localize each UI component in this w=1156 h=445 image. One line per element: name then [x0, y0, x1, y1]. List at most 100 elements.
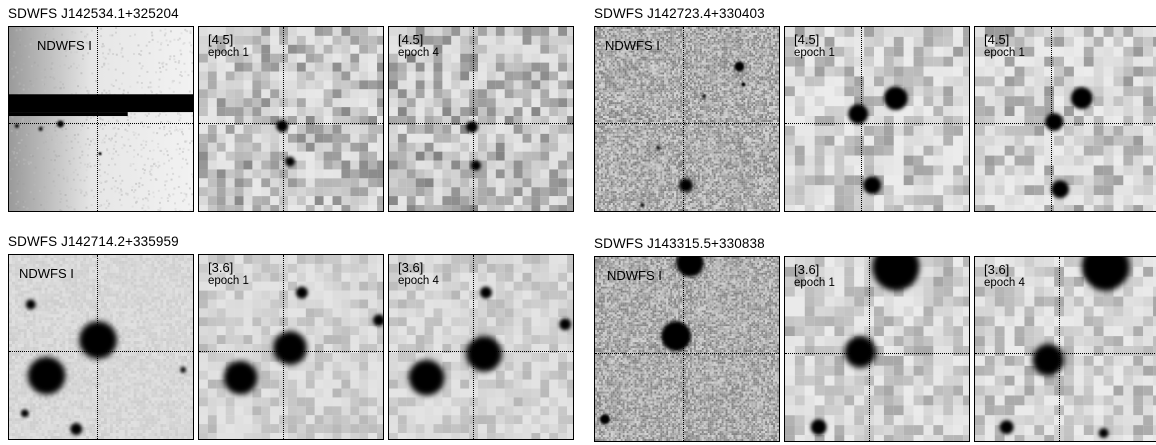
panel-label: [4.5] epoch 1 — [984, 32, 1025, 60]
bleed-trail — [9, 112, 128, 117]
noise-layer — [595, 27, 779, 211]
panel-label: NDWFS I — [37, 39, 92, 53]
source-blob — [38, 126, 43, 131]
cutout-image — [975, 27, 1156, 211]
source-blob — [56, 120, 64, 128]
source-blob — [70, 423, 83, 436]
source-blob — [471, 160, 481, 171]
band-label: [4.5] — [984, 32, 1009, 47]
cutout-image — [389, 255, 573, 439]
source-blob — [14, 123, 19, 128]
band-label: NDWFS I — [605, 38, 660, 53]
noise-layer — [595, 257, 779, 441]
cutout-panel-epoch-a: [4.5] epoch 1 — [198, 26, 384, 212]
source-blob — [480, 286, 492, 299]
source-blob — [810, 419, 827, 436]
source-blob — [79, 321, 117, 359]
source-blob — [273, 331, 307, 365]
source-blob — [27, 356, 66, 395]
band-label: [3.6] — [794, 262, 819, 277]
cutout-panel-epoch-a: [3.6] epoch 1 — [784, 256, 970, 442]
band-label: NDWFS I — [607, 268, 662, 283]
source-blob — [999, 420, 1014, 435]
pixel-layer — [199, 255, 383, 439]
panel-label: [3.6] epoch 4 — [984, 262, 1025, 290]
source-blob — [1098, 428, 1109, 439]
cutout-panel-epoch-b: [3.6] epoch 4 — [388, 254, 574, 440]
source-blob — [1045, 113, 1064, 131]
cutout-panel-optical: NDWFS I — [594, 256, 780, 442]
source-title: SDWFS J143315.5+330838 — [594, 236, 765, 251]
source-blob — [25, 299, 36, 310]
source-blob — [599, 414, 610, 425]
source-blob — [373, 314, 383, 327]
cutout-image — [9, 255, 193, 439]
source-title: SDWFS J142534.1+325204 — [8, 6, 179, 21]
source-blob — [1051, 180, 1069, 199]
panel-label: [4.5] epoch 4 — [398, 33, 439, 60]
panel-label: [3.6] epoch 1 — [794, 262, 835, 290]
band-label: [3.6] — [398, 260, 423, 275]
epoch-label: epoch 1 — [794, 47, 835, 59]
bleed-trail — [9, 94, 193, 113]
source-blob — [640, 203, 645, 208]
panel-label: NDWFS I — [607, 269, 662, 283]
source-blob — [679, 178, 693, 193]
source-blob — [466, 336, 502, 372]
source-blob — [180, 366, 187, 373]
source-blob — [872, 257, 920, 291]
cutout-panel-epoch-a: [3.6] epoch 1 — [198, 254, 384, 440]
source-blob — [863, 176, 881, 195]
cutout-image — [595, 257, 779, 441]
cutout-image — [9, 27, 193, 211]
source-blob — [466, 120, 479, 133]
epoch-label: epoch 4 — [984, 277, 1025, 289]
panel-label: [4.5] epoch 1 — [794, 32, 835, 60]
panel-label: [3.6] epoch 4 — [398, 260, 439, 288]
band-label: NDWFS I — [19, 266, 74, 281]
sky-background — [9, 27, 193, 211]
cutout-panel-epoch-a: [4.5] epoch 1 — [784, 26, 970, 212]
panel-label: NDWFS I — [605, 39, 660, 53]
cutout-panel-epoch-b: [3.6] epoch 4 — [974, 256, 1156, 442]
cutout-panel-optical: NDWFS I — [8, 26, 194, 212]
source-title: SDWFS J142723.4+330403 — [594, 6, 765, 21]
cutout-panel-optical: NDWFS I — [594, 26, 780, 212]
band-label: NDWFS I — [37, 38, 92, 53]
source-blob — [20, 409, 29, 418]
source-blob — [408, 359, 445, 396]
cutout-image — [199, 255, 383, 439]
band-label: [4.5] — [794, 32, 819, 47]
cutout-image — [595, 27, 779, 211]
cutout-panel-epoch-b: [4.5] epoch 4 — [388, 26, 574, 212]
source-blob — [98, 152, 102, 156]
panel-label: NDWFS I — [19, 267, 74, 281]
panel-label: [4.5] epoch 1 — [208, 32, 249, 60]
source-blob — [223, 360, 258, 395]
source-blob — [883, 86, 908, 111]
source-blob — [1070, 87, 1093, 110]
source-blob — [701, 94, 706, 99]
source-blob — [1032, 344, 1065, 376]
epoch-label: epoch 4 — [398, 275, 439, 287]
band-label: [3.6] — [208, 260, 233, 275]
epoch-label: epoch 1 — [208, 47, 249, 59]
band-label: [3.6] — [984, 262, 1009, 277]
source-blob — [295, 286, 308, 299]
cutout-panel-optical: NDWFS I — [8, 254, 194, 440]
epoch-label: epoch 1 — [794, 277, 835, 289]
pixel-layer — [785, 27, 969, 211]
source-blob — [656, 145, 661, 150]
source-blob — [741, 82, 746, 87]
source-blob — [559, 318, 572, 331]
epoch-label: epoch 1 — [208, 275, 249, 287]
source-blob — [661, 321, 691, 351]
cutout-panel-epoch-b: [4.5] epoch 1 — [974, 26, 1156, 212]
source-title: SDWFS J142714.2+335959 — [8, 234, 179, 249]
source-blob — [276, 119, 289, 132]
source-blob — [848, 104, 869, 124]
panel-label: [3.6] epoch 1 — [208, 260, 249, 288]
source-blob — [285, 156, 295, 167]
band-label: [4.5] — [208, 32, 233, 47]
source-blob — [1081, 257, 1130, 291]
